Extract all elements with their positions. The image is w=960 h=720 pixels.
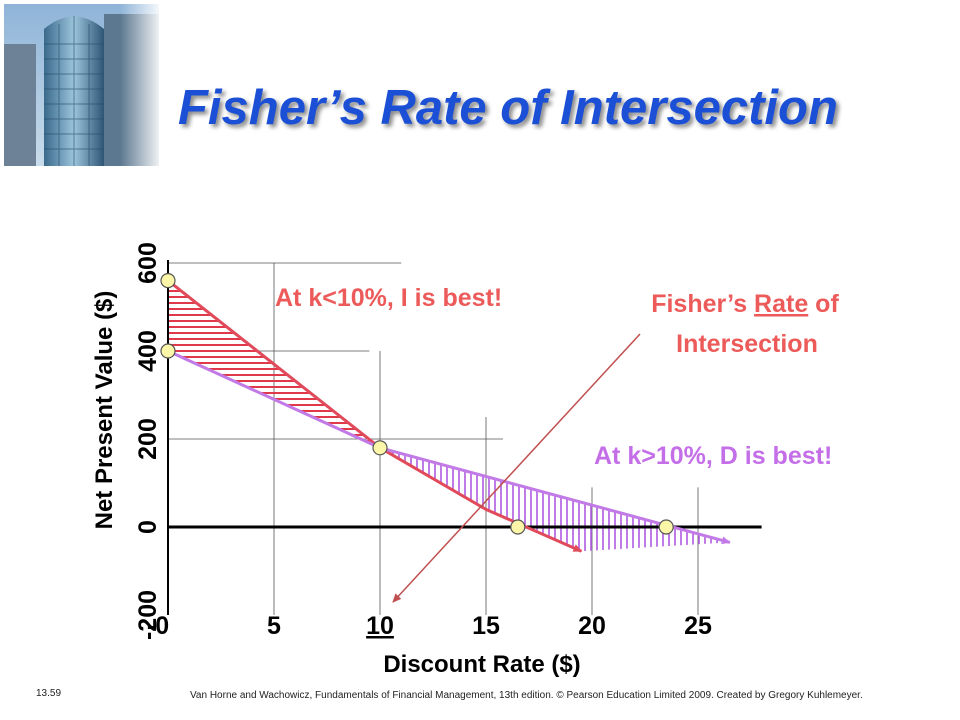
citation-footer: Van Horne and Wachowicz, Fundamentals of…: [190, 690, 863, 701]
callout-fisher-rate: Fisher’s Rate of: [651, 290, 839, 318]
slide-number: 13.59: [36, 688, 62, 699]
x-tick-label-5: 5: [267, 612, 281, 640]
x-tick-label-10: 10: [366, 612, 394, 640]
annotation-right-region: At k>10%, D is best!: [594, 442, 832, 470]
callout-line1-underlined: Rate: [754, 290, 808, 318]
data-point-0: [160, 273, 176, 289]
callout-line1-post: of: [808, 290, 839, 318]
y-axis-title: Net Present Value ($): [91, 291, 118, 530]
region-hatch-right: [380, 447, 730, 552]
data-points: [160, 273, 674, 535]
y-tick-labels: -200 0 200 400 600: [134, 242, 162, 640]
y-tick-label--200: -200: [134, 590, 162, 640]
slide-title: Fisher’s Rate of Intersection: [178, 81, 838, 135]
grid-lines: [168, 262, 699, 615]
x-axis-title: Discount Rate ($): [383, 651, 580, 678]
x-tick-label-25: 25: [684, 612, 712, 640]
x-tick-label--0: -0: [147, 612, 169, 640]
x-tick-labels: -0 5 10 15 20 25: [147, 612, 712, 640]
data-point-1: [160, 343, 176, 359]
callout-line1-pre: Fisher’s: [651, 290, 754, 318]
annotation-left-region: At k<10%, I is best!: [275, 284, 502, 312]
y-tick-label-600: 600: [134, 242, 162, 284]
y-tick-label-200: 200: [134, 418, 162, 460]
y-tick-label-0: 0: [134, 520, 162, 534]
npv-line-project-i: [167, 279, 583, 553]
y-tick-label-400: 400: [134, 330, 162, 372]
callout-arrow: [392, 333, 641, 603]
data-point-4: [658, 519, 674, 535]
x-tick-label-20: 20: [578, 612, 606, 640]
x-tick-label-15: 15: [472, 612, 500, 640]
building-photo: [4, 4, 159, 166]
data-point-2: [372, 440, 388, 456]
callout-intersection: Intersection: [676, 330, 818, 358]
data-point-3: [510, 519, 526, 535]
